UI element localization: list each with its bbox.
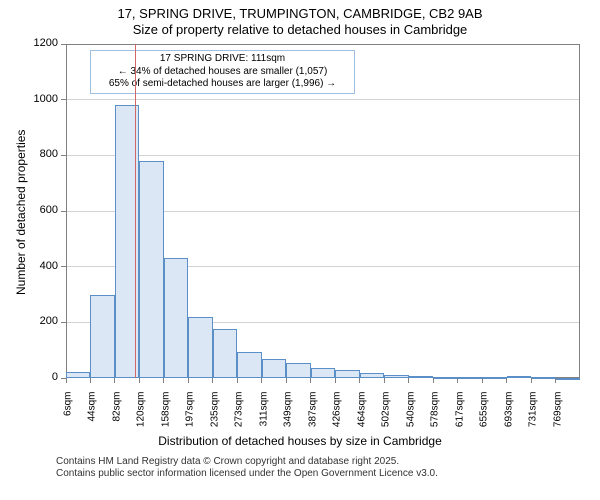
histogram-bar: [335, 370, 359, 378]
x-tick: [359, 378, 360, 383]
x-tick: [90, 378, 91, 383]
histogram-bar: [458, 377, 482, 379]
x-tick-label: 617sqm: [454, 392, 465, 442]
histogram-bar: [482, 377, 506, 379]
y-gridline: [66, 99, 580, 100]
x-tick: [408, 378, 409, 383]
histogram-bar: [90, 295, 114, 379]
y-tick-label: 600: [0, 204, 58, 216]
histogram-bar: [66, 372, 90, 378]
x-tick-label: 769sqm: [552, 392, 563, 442]
histogram-bar: [384, 375, 408, 378]
histogram-bar: [531, 377, 555, 379]
x-tick-label: 311sqm: [258, 392, 269, 442]
y-tick-label: 400: [0, 260, 58, 272]
x-tick: [555, 378, 556, 383]
x-tick-label: 120sqm: [136, 392, 147, 442]
x-tick: [286, 378, 287, 383]
x-tick: [139, 378, 140, 383]
x-tick: [66, 378, 67, 383]
x-tick-label: 540sqm: [405, 392, 416, 442]
histogram-bar: [433, 377, 457, 379]
x-tick: [384, 378, 385, 383]
chart-title-line2: Size of property relative to detached ho…: [0, 22, 600, 37]
x-tick: [310, 378, 311, 383]
histogram-bar: [115, 105, 139, 378]
histogram-bar: [409, 376, 433, 378]
x-tick-label: 731sqm: [528, 392, 539, 442]
y-tick-label: 0: [0, 371, 58, 383]
histogram-bar: [360, 373, 384, 378]
histogram-bar: [262, 359, 286, 378]
histogram-bar: [556, 378, 580, 380]
histogram-bar: [164, 258, 188, 378]
y-tick-label: 1000: [0, 93, 58, 105]
x-tick: [163, 378, 164, 383]
annotation-line3: 65% of semi-detached houses are larger (…: [95, 78, 350, 91]
y-tick-label: 200: [0, 315, 58, 327]
x-tick-label: 235sqm: [209, 392, 220, 442]
x-tick: [433, 378, 434, 383]
x-tick: [212, 378, 213, 383]
histogram-bar: [188, 317, 212, 378]
histogram-bar: [311, 368, 335, 378]
x-tick-label: 578sqm: [430, 392, 441, 442]
y-tick: [61, 99, 66, 100]
property-marker-line: [135, 44, 136, 378]
x-tick-label: 158sqm: [160, 392, 171, 442]
x-tick-label: 273sqm: [234, 392, 245, 442]
x-tick-label: 693sqm: [503, 392, 514, 442]
histogram-bar: [507, 376, 531, 378]
footer-line1: Contains HM Land Registry data © Crown c…: [56, 456, 438, 468]
x-tick-label: 426sqm: [332, 392, 343, 442]
y-gridline: [66, 155, 580, 156]
y-tick: [61, 155, 66, 156]
y-tick: [61, 322, 66, 323]
x-tick-label: 44sqm: [87, 392, 98, 442]
footer-attribution: Contains HM Land Registry data © Crown c…: [56, 456, 438, 480]
x-tick: [188, 378, 189, 383]
y-tick-label: 1200: [0, 37, 58, 49]
y-tick: [61, 266, 66, 267]
chart-title-line1: 17, SPRING DRIVE, TRUMPINGTON, CAMBRIDGE…: [0, 6, 600, 21]
x-tick-label: 6sqm: [63, 392, 74, 442]
annotation-line2: ← 34% of detached houses are smaller (1,…: [95, 66, 350, 79]
y-tick: [61, 211, 66, 212]
x-tick-label: 197sqm: [185, 392, 196, 442]
x-tick-label: 349sqm: [283, 392, 294, 442]
histogram-bar: [213, 329, 237, 378]
chart-container: 17, SPRING DRIVE, TRUMPINGTON, CAMBRIDGE…: [0, 0, 600, 500]
y-tick: [61, 44, 66, 45]
x-tick: [114, 378, 115, 383]
x-tick: [506, 378, 507, 383]
footer-line2: Contains public sector information licen…: [56, 468, 438, 480]
x-tick: [261, 378, 262, 383]
x-tick: [482, 378, 483, 383]
x-tick-label: 502sqm: [381, 392, 392, 442]
x-tick-label: 464sqm: [356, 392, 367, 442]
annotation-line1: 17 SPRING DRIVE: 111sqm: [95, 53, 350, 66]
x-tick-label: 655sqm: [479, 392, 490, 442]
x-tick: [335, 378, 336, 383]
x-tick-label: 82sqm: [111, 392, 122, 442]
x-tick: [531, 378, 532, 383]
annotation-box: 17 SPRING DRIVE: 111sqm ← 34% of detache…: [90, 50, 355, 94]
histogram-bar: [139, 161, 163, 378]
histogram-bar: [286, 363, 310, 378]
x-tick: [457, 378, 458, 383]
histogram-bar: [237, 352, 261, 378]
x-tick: [237, 378, 238, 383]
y-tick-label: 800: [0, 148, 58, 160]
x-tick-label: 387sqm: [307, 392, 318, 442]
